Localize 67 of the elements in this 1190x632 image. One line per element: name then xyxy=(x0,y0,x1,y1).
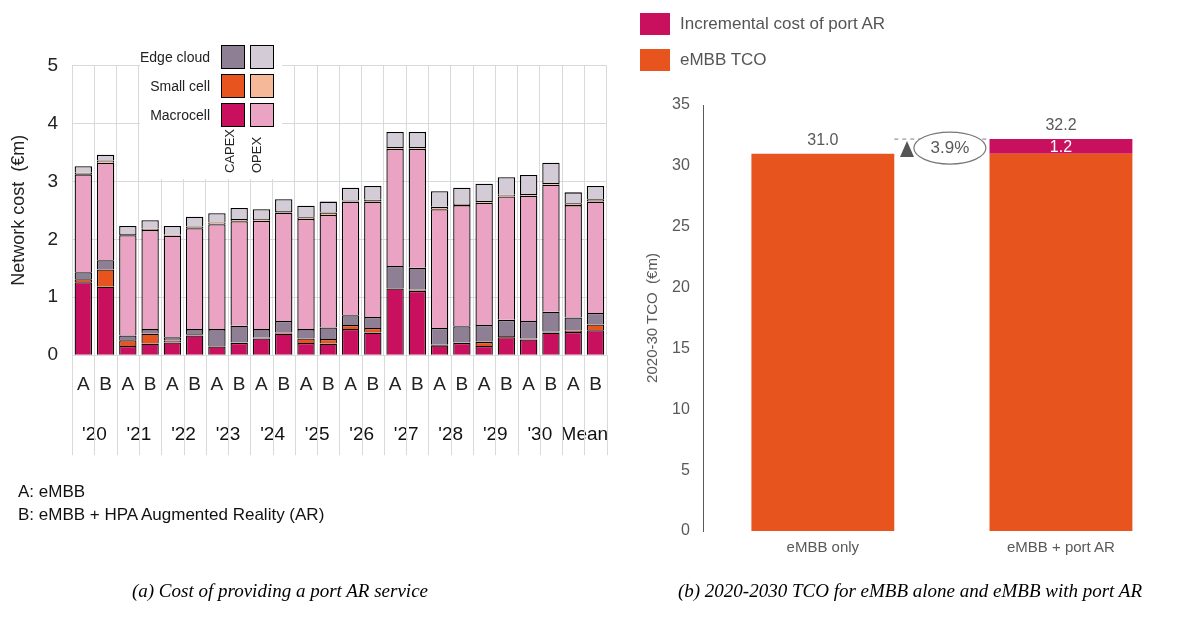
x-tick-label: A xyxy=(121,372,135,394)
x-tick-label: A xyxy=(566,372,580,394)
y-tick-label: 3 xyxy=(47,169,59,191)
annotation: Macrocell xyxy=(150,106,211,123)
x-tick-label: eMBB only xyxy=(786,538,860,556)
y-tick-label: 35 xyxy=(672,95,690,113)
y-tick-label: 1 xyxy=(47,285,59,307)
y-tick-label: 5 xyxy=(680,460,690,478)
text: '28 xyxy=(438,423,464,445)
x-tick-label: B xyxy=(589,372,602,394)
x-tick-label: A xyxy=(522,372,536,394)
text: (b) 2020-2030 TCO for eMBB alone and eMBB with port AR xyxy=(676,580,1143,602)
x-tick-label: B xyxy=(143,372,157,394)
y-axis-title: 2020-30 TCO (€m) xyxy=(643,253,661,383)
text: (a) Cost of providing a port AR service xyxy=(130,580,430,602)
x-tick-label: A xyxy=(76,372,90,394)
x-tick-label: A xyxy=(299,372,313,394)
legend-label: Incremental cost of port AR xyxy=(680,14,886,34)
annotation: CAPEX xyxy=(222,129,239,174)
x-tick-label: A xyxy=(388,372,402,394)
text: '25 xyxy=(304,423,330,445)
x-tick-label: eMBB + port AR xyxy=(1006,538,1116,556)
x-tick-label: B xyxy=(277,372,291,394)
text: B: eMBB + HPA Augmented Reality (AR) xyxy=(18,504,325,526)
annotation: OPEX xyxy=(249,135,266,174)
y-tick-label: 0 xyxy=(47,343,59,365)
text: '22 xyxy=(171,423,196,445)
x-tick-label: B xyxy=(544,372,558,394)
x-tick-label: B xyxy=(188,372,201,394)
y-tick-label: 15 xyxy=(672,338,690,356)
text: A: eMBB xyxy=(18,481,87,503)
x-tick-label: B xyxy=(321,372,335,394)
x-tick-label: B xyxy=(366,372,380,394)
text: '24 xyxy=(260,423,286,445)
y-axis-title: Network cost (€m) xyxy=(7,134,28,286)
text: '21 xyxy=(126,423,152,445)
annotation: Small cell xyxy=(150,77,211,94)
x-tick-label: A xyxy=(166,372,180,394)
y-tick-label: 2 xyxy=(47,227,59,249)
x-tick-label: B xyxy=(99,372,112,394)
x-tick-label: B xyxy=(500,372,513,394)
x-tick-label: A xyxy=(210,372,224,394)
y-tick-label: 0 xyxy=(680,521,690,539)
x-tick-label: A xyxy=(433,372,447,394)
x-tick-label: A xyxy=(477,372,491,394)
x-tick-label: A xyxy=(344,372,358,394)
y-tick-label: 25 xyxy=(672,217,690,235)
y-tick-label: 5 xyxy=(47,53,59,75)
text: '23 xyxy=(215,423,241,445)
y-tick-label: 20 xyxy=(672,277,690,295)
text: '30 xyxy=(527,423,553,445)
total-label: 32.2 xyxy=(1045,116,1077,134)
data-label: 1.2 xyxy=(1049,137,1073,155)
x-tick-label: B xyxy=(232,372,246,394)
x-tick-label: A xyxy=(255,372,269,394)
text: '20 xyxy=(82,423,107,445)
text: Edge cloud xyxy=(140,48,211,65)
y-tick-label: 4 xyxy=(47,111,59,133)
legend-label: eMBB TCO xyxy=(680,50,767,70)
text: '29 xyxy=(482,423,508,445)
text: '26 xyxy=(349,423,375,445)
x-tick-label: B xyxy=(411,372,424,394)
total-label: 31.0 xyxy=(807,131,839,149)
y-tick-label: 30 xyxy=(672,156,690,174)
x-tick-label: B xyxy=(455,372,469,394)
y-tick-label: 10 xyxy=(672,399,690,417)
annotation: 3.9% xyxy=(930,137,970,157)
